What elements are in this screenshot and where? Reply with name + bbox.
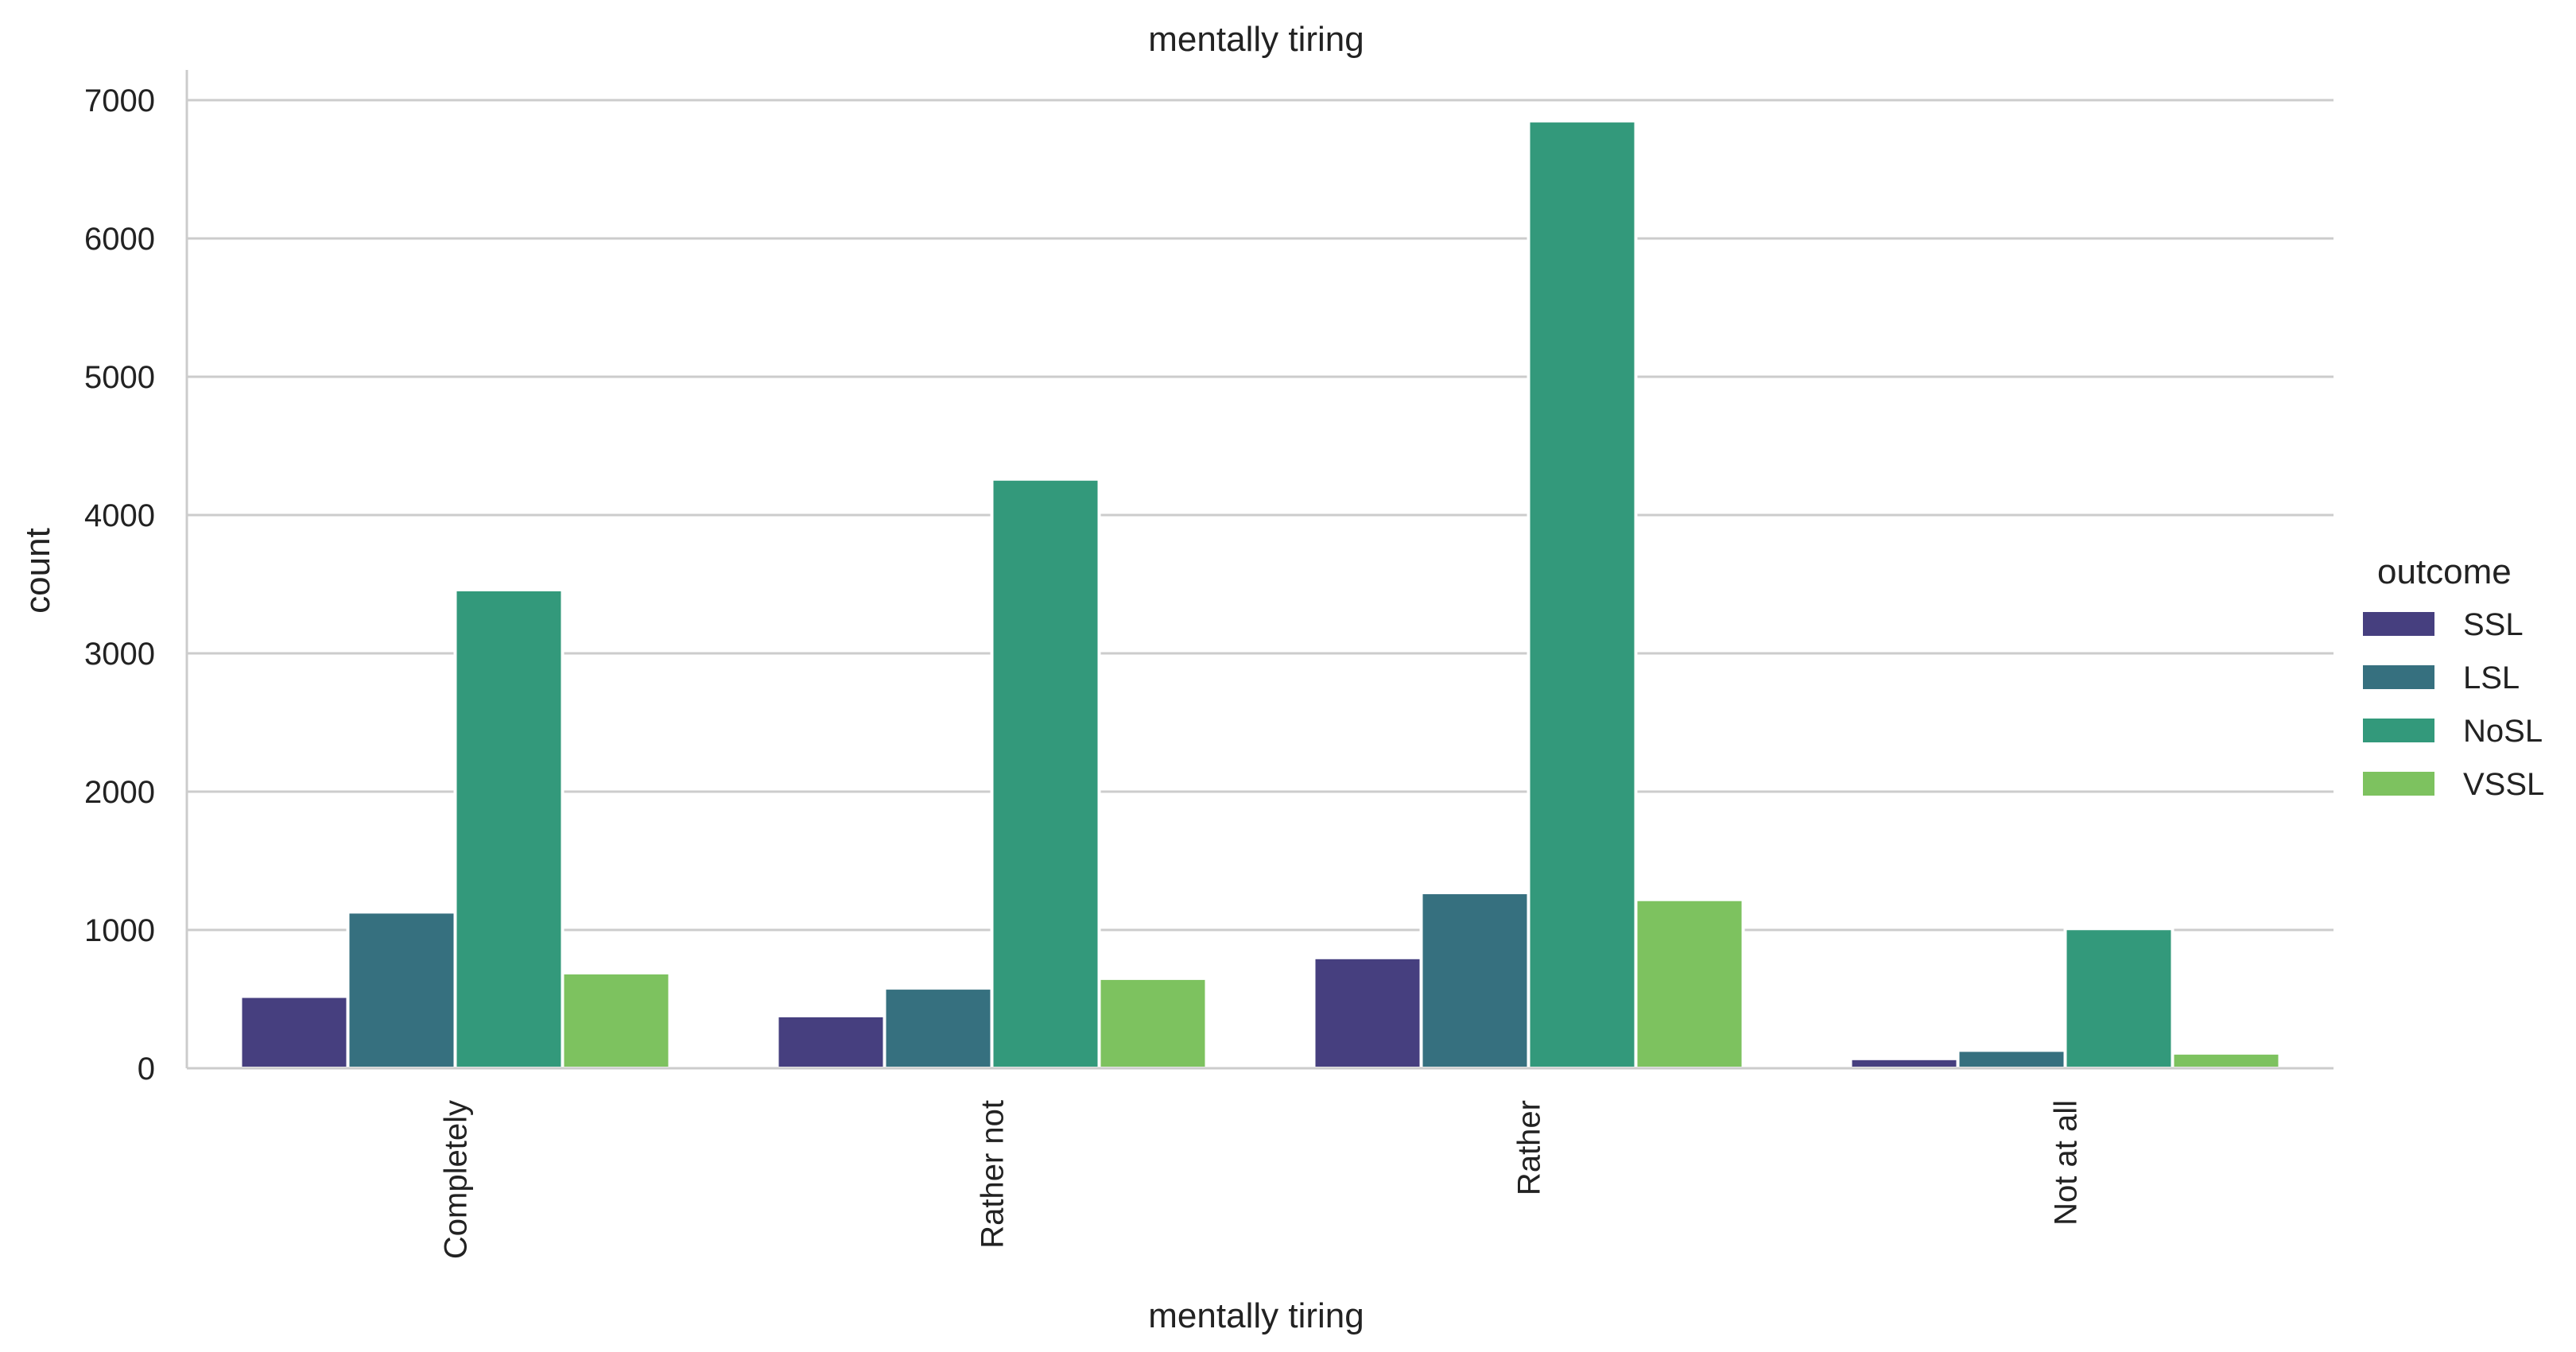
legend-swatch-ssl (2363, 612, 2434, 636)
legend-swatch-lsl (2363, 665, 2434, 689)
legend-swatch-nosl (2363, 719, 2434, 742)
legend-label-lsl: LSL (2463, 661, 2520, 695)
bar-nosl-completely (453, 587, 564, 1070)
bar-lsl-rather-not (883, 986, 994, 1070)
legend-swatch-vssl (2363, 772, 2434, 796)
legend-items: SSL LSL NoSL VSSL (2363, 607, 2544, 802)
bar-lsl-completely (346, 910, 457, 1070)
x-tick-label: Completely (439, 1100, 474, 1259)
y-tick-label: 4000 (84, 498, 155, 533)
bar-vssl-not-at-all (2171, 1051, 2282, 1070)
y-tick-label: 2000 (84, 775, 155, 810)
bar-vssl-completely (561, 970, 672, 1070)
x-tick-label: Rather (1512, 1100, 1547, 1195)
bars (239, 119, 2282, 1071)
x-tick-label: Rather not (976, 1100, 1011, 1249)
legend-label-ssl: SSL (2463, 607, 2524, 642)
bar-nosl-rather-not (990, 477, 1101, 1070)
legend-label-nosl: NoSL (2463, 714, 2543, 749)
axes: 0 1000 2000 3000 4000 5000 6000 7000 Completely R… (84, 70, 2334, 1259)
y-tick-label: 5000 (84, 360, 155, 395)
y-tick-label: 6000 (84, 222, 155, 257)
bar-lsl-rather (1419, 891, 1530, 1071)
y-tick-label: 1000 (84, 913, 155, 948)
y-axis-title: count (18, 528, 57, 614)
y-tick-label: 0 (138, 1052, 155, 1087)
bar-ssl-not-at-all (1849, 1056, 1960, 1070)
bar-ssl-rather (1312, 955, 1423, 1071)
y-tick-label: 3000 (84, 637, 155, 672)
bar-lsl-not-at-all (1956, 1048, 2067, 1071)
bar-vssl-rather (1634, 897, 1745, 1070)
x-tick-label: Not at all (2049, 1100, 2084, 1226)
bar-ssl-rather-not (775, 1013, 886, 1071)
bar-vssl-rather-not (1097, 976, 1208, 1071)
legend: outcome SSL LSL NoSL VSSL (2363, 552, 2544, 802)
legend-label-vssl: VSSL (2463, 767, 2544, 802)
x-axis-title: mentally tiring (1148, 1296, 1364, 1335)
chart-title: mentally tiring (1148, 20, 1364, 59)
legend-title: outcome (2377, 552, 2512, 591)
bar-nosl-rather (1527, 119, 1638, 1071)
bar-ssl-completely (239, 994, 350, 1071)
bar-nosl-not-at-all (2063, 927, 2174, 1071)
y-tick-label: 7000 (84, 83, 155, 118)
